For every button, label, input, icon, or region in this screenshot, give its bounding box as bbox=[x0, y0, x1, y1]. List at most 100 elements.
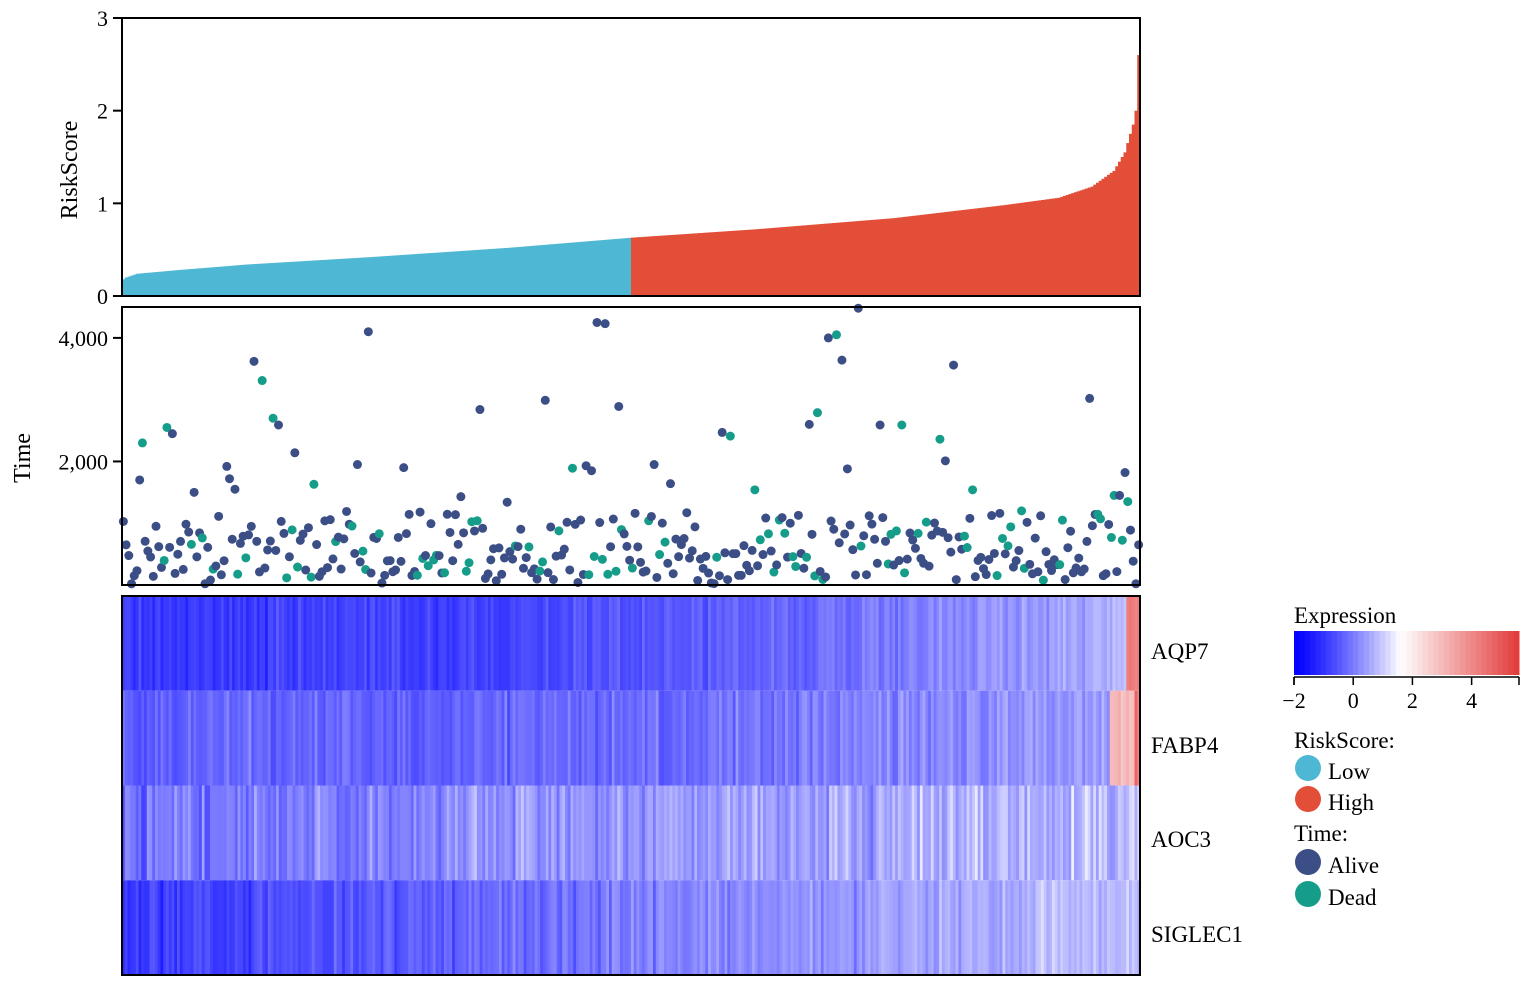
heatmap-cell bbox=[809, 596, 814, 691]
heatmap-cell bbox=[171, 880, 175, 975]
heatmap-cell bbox=[463, 785, 467, 881]
heatmap-cell bbox=[364, 785, 368, 881]
heatmap-cell bbox=[644, 690, 649, 786]
riskscore-bar-high bbox=[796, 225, 800, 296]
survival-point-alive bbox=[246, 521, 256, 531]
heatmap-cell bbox=[259, 785, 263, 881]
heatmap-cell bbox=[1035, 690, 1039, 786]
survival-point-dead bbox=[293, 562, 303, 572]
heatmap-cell bbox=[212, 880, 217, 975]
survival-point-alive bbox=[151, 521, 161, 531]
heatmap-cell bbox=[201, 785, 206, 881]
riskscore-bar-high bbox=[809, 224, 814, 296]
heatmap-cell bbox=[262, 596, 266, 691]
heatmap-cell bbox=[160, 690, 164, 786]
heatmap-cell bbox=[801, 880, 805, 975]
riskscore-bar-low bbox=[553, 243, 558, 296]
heatmap-cell bbox=[636, 880, 640, 975]
heatmap-cell bbox=[807, 690, 811, 786]
heatmap-cell bbox=[592, 785, 596, 881]
heatmap-cell bbox=[355, 785, 360, 881]
heatmap-cell bbox=[542, 880, 547, 975]
survival-point-dead bbox=[472, 516, 482, 526]
heatmap-cell bbox=[578, 880, 582, 975]
heatmap-cell bbox=[537, 690, 541, 786]
heatmap-cell bbox=[686, 690, 690, 786]
heatmap-cell bbox=[256, 785, 261, 881]
riskscore-bar-low bbox=[342, 258, 346, 296]
riskscore-bar-high bbox=[1112, 170, 1116, 296]
heatmap-cell bbox=[155, 596, 159, 691]
heatmap-cell bbox=[457, 596, 461, 691]
heatmap-cell bbox=[928, 785, 932, 881]
heatmap-cell bbox=[531, 596, 536, 691]
survival-point-alive bbox=[1128, 556, 1138, 566]
heatmap-cell bbox=[320, 690, 324, 786]
riskscore-bar-high bbox=[812, 224, 816, 296]
heatmap-cell bbox=[306, 880, 310, 975]
heatmap-cell bbox=[757, 690, 761, 786]
heatmap-cell bbox=[708, 785, 712, 881]
riskscore-bar-low bbox=[267, 263, 272, 296]
riskscore-bar-low bbox=[256, 263, 261, 296]
heatmap-cell bbox=[306, 690, 310, 786]
riskscore-y-tick-label: 0 bbox=[97, 284, 108, 309]
heatmap-cell bbox=[708, 880, 712, 975]
heatmap-cell bbox=[944, 690, 948, 786]
heatmap-cell bbox=[234, 690, 239, 786]
heatmap-cell bbox=[413, 690, 417, 786]
riskscore-bar-high bbox=[1054, 198, 1059, 296]
survival-point-alive bbox=[546, 522, 556, 532]
riskscore-bar-low bbox=[540, 245, 544, 296]
heatmap-cell bbox=[1126, 690, 1130, 786]
heatmap-cell bbox=[1002, 880, 1006, 975]
survival-point-alive bbox=[861, 570, 871, 580]
heatmap-cell bbox=[600, 880, 604, 975]
heatmap-cell bbox=[713, 785, 717, 881]
heatmap-cell bbox=[864, 596, 869, 691]
heatmap-cell bbox=[449, 596, 453, 691]
heatmap-cell bbox=[713, 596, 717, 691]
heatmap-cell bbox=[287, 880, 291, 975]
heatmap-cell bbox=[768, 596, 772, 691]
heatmap-cell bbox=[405, 596, 409, 691]
heatmap-cell bbox=[947, 690, 951, 786]
heatmap-cell bbox=[686, 596, 690, 691]
heatmap-cell bbox=[785, 880, 789, 975]
heatmap-cell bbox=[628, 880, 632, 975]
heatmap-cell bbox=[851, 690, 855, 786]
riskscore-bar-low bbox=[234, 265, 239, 296]
heatmap-cell bbox=[328, 690, 332, 786]
survival-point-dead bbox=[347, 521, 357, 531]
heatmap-cell bbox=[675, 690, 679, 786]
heatmap-cell bbox=[774, 690, 778, 786]
heatmap-cell bbox=[501, 880, 505, 975]
riskscore-bar-high bbox=[639, 237, 643, 296]
heatmap-cell bbox=[1126, 880, 1130, 975]
riskscore-bar-low bbox=[562, 243, 566, 296]
heatmap-cell bbox=[966, 880, 970, 975]
heatmap-cell bbox=[402, 785, 406, 881]
colorbar-segment bbox=[1476, 631, 1482, 675]
heatmap-cell bbox=[534, 785, 538, 881]
survival-point-dead bbox=[725, 431, 735, 441]
heatmap-cell bbox=[1018, 690, 1023, 786]
heatmap-cell bbox=[122, 690, 126, 786]
survival-point-dead bbox=[241, 553, 251, 563]
heatmap-cell bbox=[958, 785, 962, 881]
heatmap-cell bbox=[710, 690, 715, 786]
heatmap-cell bbox=[639, 880, 643, 975]
heatmap-cell bbox=[763, 690, 767, 786]
heatmap-cell bbox=[452, 785, 456, 881]
heatmap-cell bbox=[782, 596, 786, 691]
heatmap-cell bbox=[435, 690, 439, 786]
survival-point-dead bbox=[1123, 497, 1133, 507]
heatmap-cell bbox=[314, 596, 318, 691]
survival-point-alive bbox=[690, 522, 700, 532]
heatmap-cell bbox=[130, 880, 134, 975]
riskscore-bar-high bbox=[834, 222, 838, 296]
heatmap-cell bbox=[917, 690, 921, 786]
heatmap-cell bbox=[138, 690, 142, 786]
heatmap-cell bbox=[526, 785, 530, 881]
